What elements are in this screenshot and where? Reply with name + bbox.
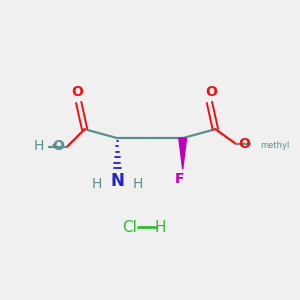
Text: F: F (175, 172, 184, 186)
Text: O: O (52, 139, 64, 152)
Text: O: O (205, 85, 217, 99)
Text: H: H (34, 139, 44, 152)
Text: O: O (71, 85, 83, 99)
Text: N: N (110, 172, 124, 190)
Polygon shape (179, 138, 187, 169)
Text: ·: · (50, 137, 55, 155)
Text: H: H (91, 177, 102, 191)
Text: H: H (155, 220, 166, 235)
Text: H: H (133, 177, 143, 191)
Text: Cl: Cl (122, 220, 136, 235)
Text: methyl: methyl (260, 141, 289, 150)
Text: O: O (238, 137, 250, 151)
